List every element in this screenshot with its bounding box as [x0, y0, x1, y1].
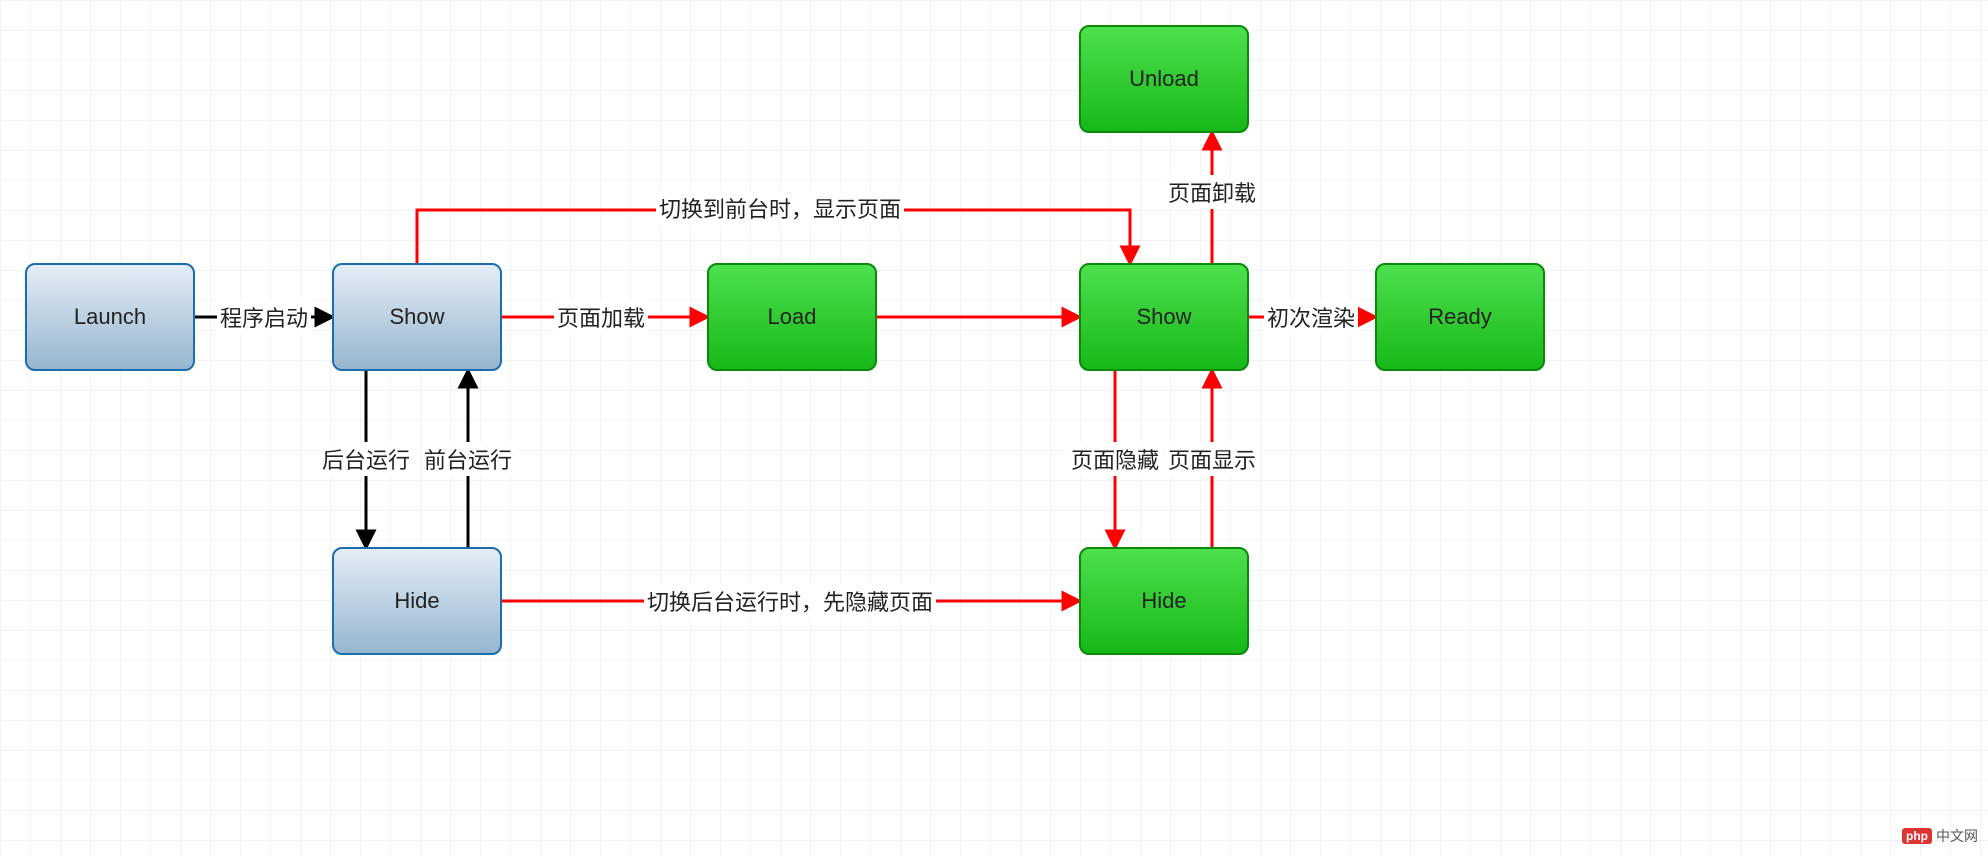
node-show1: Show	[332, 263, 502, 371]
diagram-canvas: Launch Show Hide Load Unload Show Hide Ready 程序…	[0, 0, 1988, 856]
node-ready: Ready	[1375, 263, 1545, 371]
watermark: php 中文网	[1902, 826, 1978, 846]
edge-label-e-show2-ready: 初次渲染	[1264, 300, 1358, 334]
node-unload: Unload	[1079, 25, 1249, 133]
edge-label-e-hide1-hide2: 切换后台运行时，先隐藏页面	[644, 584, 936, 618]
grid-background	[0, 0, 1988, 856]
edge-label-e-hide1-show1: 前台运行	[421, 442, 515, 476]
node-launch: Launch	[25, 263, 195, 371]
node-hide2: Hide	[1079, 547, 1249, 655]
edge-label-e-show1-hide1: 后台运行	[319, 442, 413, 476]
node-hide1: Hide	[332, 547, 502, 655]
edge-label-e-show1-show2-top: 切换到前台时，显示页面	[656, 191, 904, 225]
node-load: Load	[707, 263, 877, 371]
edge-label-e-hide2-show2: 页面显示	[1165, 442, 1259, 476]
edge-label-e-show2-hide2: 页面隐藏	[1068, 442, 1162, 476]
node-show2: Show	[1079, 263, 1249, 371]
watermark-badge: php	[1902, 828, 1932, 844]
watermark-text: 中文网	[1936, 826, 1978, 846]
edge-label-e-show2-unload: 页面卸载	[1165, 175, 1259, 209]
edge-label-e-show1-load: 页面加载	[554, 300, 648, 334]
edge-label-e-launch-show1: 程序启动	[217, 300, 311, 334]
